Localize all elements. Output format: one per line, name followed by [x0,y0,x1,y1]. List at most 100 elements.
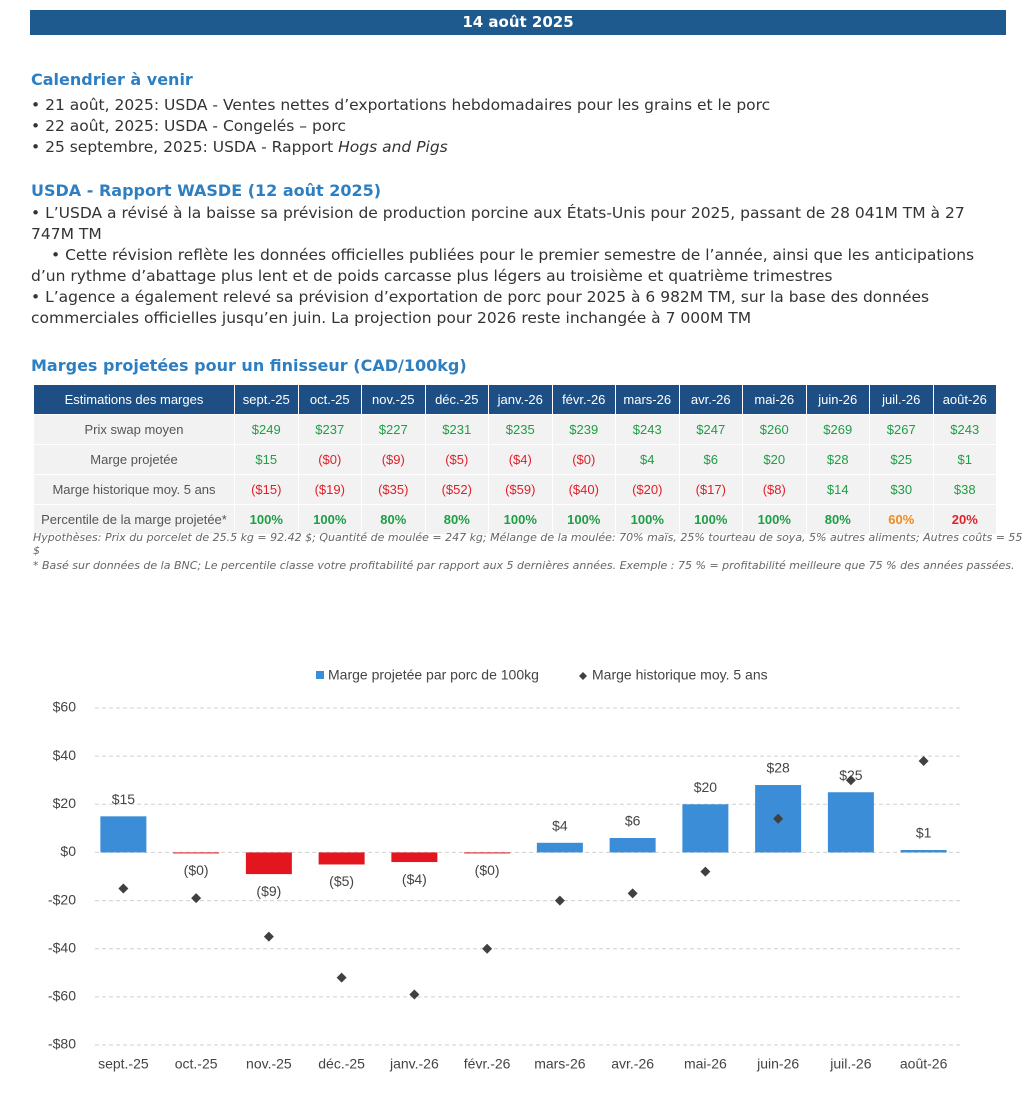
header-cell: mars-26 [615,384,680,415]
legend-swatch [316,671,324,679]
table-row: Marge projetée $15 ($0) ($9) ($5) ($4) ($0) $4 $… [33,444,997,475]
x-tick-label: nov.-25 [246,1056,292,1072]
value-cell: $14 [805,474,870,505]
value-cell: $28 [805,444,870,475]
header-cell: août-26 [932,384,997,415]
marker [482,943,493,954]
marker [336,972,347,983]
value-cell: $235 [488,414,553,445]
y-tick-label: -$60 [48,988,76,1004]
value-cell: $237 [297,414,362,445]
value-cell: $243 [932,414,997,445]
y-tick-label: -$80 [48,1036,76,1052]
bar [827,792,874,853]
value-cell: $227 [361,414,426,445]
value-cell: $1 [932,444,997,475]
legend-label: Marge historique moy. 5 ans [592,667,768,683]
legend-label: Marge projetée par porc de 100kg [328,667,539,683]
table-row: Prix swap moyen $249 $237 $227 $231 $235 $239 $… [33,414,997,445]
value-cell: 100% [742,504,807,535]
value-cell: 100% [551,504,616,535]
value-cell: ($20) [615,474,680,505]
row-label: Marge historique moy. 5 ans [33,474,235,505]
value-cell: $15 [234,444,299,475]
value-label: $1 [916,825,932,841]
x-tick-label: mai-26 [684,1056,727,1072]
value-label: ($0) [184,862,209,878]
calendar-item: 21 août, 2025: USDA - Ventes nettes d’ex… [31,95,1001,116]
marker [409,989,420,1000]
value-cell: 80% [805,504,870,535]
y-tick-label: $60 [53,699,77,715]
calendar-list: 21 août, 2025: USDA - Ventes nettes d’ex… [31,95,1001,158]
wasde-bullet: L’USDA a révisé à la baisse sa prévision… [31,203,1001,245]
value-cell: $249 [234,414,299,445]
value-cell: $6 [678,444,743,475]
y-tick-label: $0 [60,843,76,859]
value-cell: 80% [361,504,426,535]
marker [918,755,929,766]
header-cell: juin-26 [805,384,870,415]
value-label: $6 [625,813,641,829]
x-tick-label: août-26 [900,1056,948,1072]
value-label: ($4) [402,871,427,887]
value-cell: 80% [424,504,489,535]
value-cell: 20% [932,504,997,535]
marker [627,888,638,899]
item-emphasis: Hogs and Pigs [338,138,448,156]
header-cell: sept.-25 [234,384,299,415]
calendar-item: 25 septembre, 2025: USDA - Rapport Hogs … [31,137,1001,158]
bar [682,804,729,853]
bar [318,852,365,865]
x-tick-label: oct.-25 [175,1056,218,1072]
value-cell: ($9) [361,444,426,475]
value-cell: $20 [742,444,807,475]
bar [173,852,220,854]
note: * Basé sur données de la BNC; Le percent… [33,559,1015,572]
row-label: Prix swap moyen [33,414,235,445]
value-label: ($9) [256,883,281,899]
header-cell: avr.-26 [678,384,743,415]
chart: -$80 -$60 -$40 -$20 $0 $20 $40 $60 Marge projeté… [48,667,960,1072]
marker [263,931,274,942]
value-cell: ($35) [361,474,426,505]
x-tick-label: juil.-26 [829,1056,871,1072]
value-cell: ($5) [424,444,489,475]
x-tick-label: janv.-26 [389,1056,439,1072]
value-cell: ($19) [297,474,362,505]
y-tick-label: -$40 [48,939,76,955]
x-tick-label: déc.-25 [318,1056,365,1072]
marker [773,813,784,824]
header-cell: Estimations des marges [33,384,235,415]
value-cell: 60% [869,504,934,535]
item-text: 21 août, 2025: USDA - Ventes nettes d’ex… [45,96,771,114]
date-header: 14 août 2025 [30,10,1006,35]
value-label: $28 [766,760,790,776]
bar [464,852,511,854]
value-cell: ($15) [234,474,299,505]
legend-swatch [579,672,587,680]
value-cell: 100% [678,504,743,535]
value-cell: ($0) [551,444,616,475]
value-cell: $4 [615,444,680,475]
x-tick-label: févr.-26 [464,1056,511,1072]
bar [100,816,147,853]
y-tick-label: $40 [53,747,77,763]
value-cell: $239 [551,414,616,445]
value-cell: ($52) [424,474,489,505]
table-row: Marge historique moy. 5 ans ($15) ($19) ($3… [33,474,997,505]
y-tick-label: -$20 [48,891,76,907]
marker [845,775,856,786]
value-label: ($0) [475,862,500,878]
margin-table: Estimations des marges sept.-25 oct.-25 nov… [33,384,997,535]
header-cell: janv.-26 [488,384,553,415]
x-tick-label: juin-26 [756,1056,799,1072]
value-label: $25 [839,767,863,783]
value-label: ($5) [329,873,354,889]
bar [391,852,438,863]
value-label: $20 [694,779,718,795]
value-cell: $30 [869,474,934,505]
header-cell: mai-26 [742,384,807,415]
row-label: Marge projetée [33,444,235,475]
marker [118,883,129,894]
